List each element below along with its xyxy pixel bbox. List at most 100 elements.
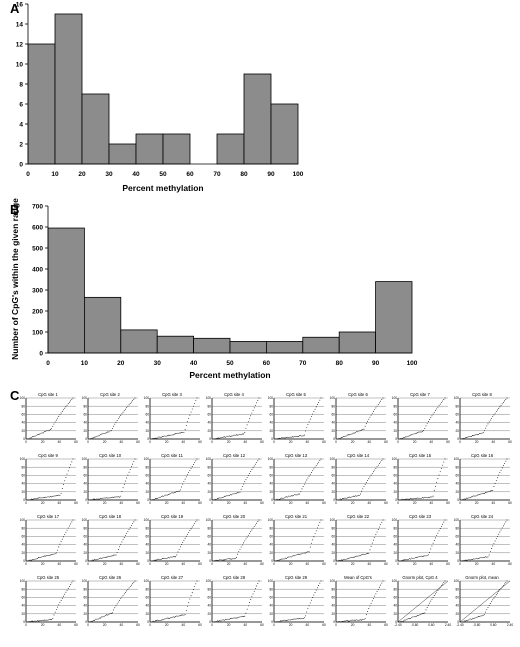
cpg-point: [177, 615, 179, 617]
panel-c-letter: C: [10, 388, 20, 403]
cpg-point: [424, 496, 426, 498]
mini-y-tick: 60: [393, 413, 397, 417]
cpg-point: [296, 436, 298, 438]
cpg-point: [476, 434, 478, 436]
cpg-point: [94, 619, 96, 621]
cpg-point: [502, 525, 504, 527]
cpg-point: [153, 621, 155, 622]
cpg-point: [420, 497, 422, 499]
cpg-point: [287, 556, 289, 558]
cpg-point: [110, 612, 112, 614]
cpg-point: [170, 617, 172, 619]
mini-x-tick: 0: [87, 623, 89, 627]
cpg-point: [318, 585, 320, 586]
mini-y-tick: 40: [331, 421, 335, 425]
mini-y-tick: 40: [455, 543, 459, 547]
cpg-point: [363, 553, 365, 555]
cpg-point: [192, 524, 194, 526]
cpg-point: [493, 597, 495, 599]
mini-x-tick: 40: [306, 623, 310, 627]
mini-y-tick: 20: [331, 490, 335, 494]
cpg-point: [234, 492, 236, 494]
cpg-point: [224, 619, 225, 621]
cpg-point: [417, 497, 419, 499]
cpg-point: [258, 397, 260, 399]
cpg-point: [191, 466, 193, 467]
cpg-point: [306, 551, 308, 553]
cpg-point: [128, 587, 130, 589]
cpg-point: [316, 587, 318, 589]
mini-y-tick: 80: [331, 526, 335, 530]
cpg-point: [34, 435, 36, 437]
cpg-point: [234, 434, 236, 436]
cpg-point: [128, 404, 130, 406]
y-tick-label: 10: [16, 61, 24, 68]
mini-y-tick: 80: [145, 465, 149, 469]
cpg-site-plot-title: CpG site 14: [347, 453, 370, 458]
cpg-point: [254, 463, 256, 465]
cpg-point: [419, 614, 421, 616]
mini-y-tick: 60: [269, 413, 273, 417]
cpg-point: [467, 559, 469, 561]
cpg-point: [371, 600, 373, 602]
cpg-point: [442, 583, 444, 585]
cpg-point: [164, 557, 166, 559]
cpg-point: [348, 620, 349, 622]
cpg-point: [339, 437, 341, 439]
histogram-bar: [302, 336, 340, 354]
cpg-point: [351, 496, 353, 498]
mini-y-tick: 100: [206, 579, 212, 583]
cpg-point: [498, 591, 500, 592]
cpg-point: [469, 618, 471, 620]
cpg-point: [133, 461, 135, 462]
cpg-point: [108, 431, 110, 433]
cpg-point: [241, 433, 243, 435]
cpg-point: [488, 491, 490, 493]
mini-x-tick: 60: [198, 623, 202, 627]
cpg-point: [302, 435, 304, 437]
mini-x-tick: 60: [136, 501, 140, 505]
cpg-point: [289, 619, 291, 621]
mini-y-tick: 40: [393, 543, 397, 547]
cpg-point: [502, 465, 504, 467]
mini-x-tick: 40: [58, 562, 62, 566]
cpg-point: [483, 430, 485, 432]
y-tick-label: 0: [19, 161, 23, 168]
cpg-point: [157, 619, 159, 621]
cpg-point: [106, 614, 107, 616]
cpg-point: [290, 619, 292, 621]
mini-y-tick: 100: [20, 396, 26, 400]
cpg-point: [253, 465, 255, 467]
mini-y-tick: 40: [145, 543, 149, 547]
cpg-point: [401, 498, 403, 500]
cpg-point: [374, 536, 376, 538]
cpg-point: [70, 400, 72, 402]
mini-x-tick: 0: [87, 562, 89, 566]
cpg-point: [301, 553, 303, 555]
cpg-point: [483, 613, 485, 615]
cpg-point: [469, 497, 471, 499]
cpg-point: [276, 559, 278, 561]
cpg-point: [185, 609, 187, 611]
mini-y-tick: 40: [21, 421, 25, 425]
cpg-point: [344, 497, 346, 499]
cpg-point: [406, 498, 408, 500]
cpg-point: [485, 427, 487, 429]
cpg-point: [216, 437, 218, 439]
cpg-point: [244, 540, 246, 542]
cpg-point: [173, 556, 175, 558]
cpg-point: [433, 540, 435, 541]
cpg-point: [222, 619, 224, 621]
cpg-point: [109, 613, 111, 615]
cpg-point: [177, 551, 179, 553]
cpg-point: [98, 557, 100, 559]
cpg-point: [472, 559, 473, 560]
mini-y-tick: 20: [21, 490, 25, 494]
cpg-point: [133, 398, 135, 400]
cpg-point: [227, 558, 229, 560]
cpg-point: [225, 495, 227, 497]
cpg-point: [368, 418, 370, 420]
cpg-point: [309, 602, 311, 604]
cpg-point: [71, 521, 73, 523]
